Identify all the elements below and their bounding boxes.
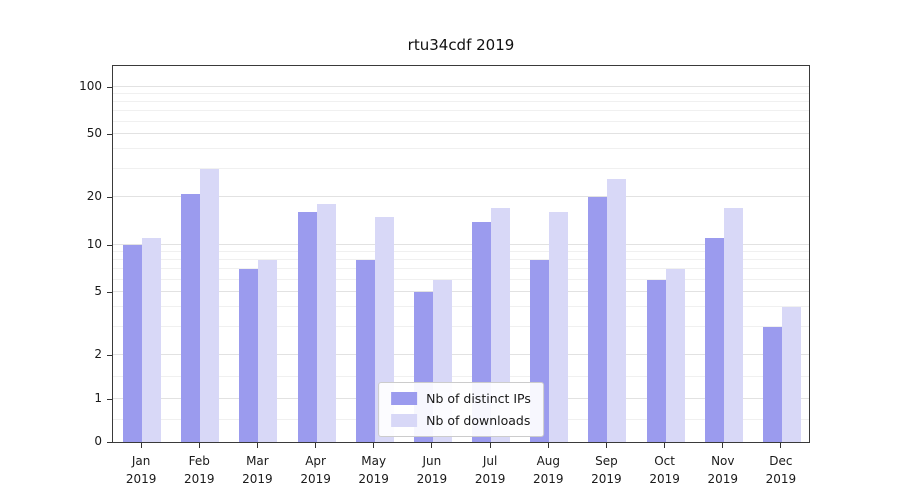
bar — [704, 238, 724, 442]
bars-layer — [113, 66, 809, 442]
bar — [762, 327, 782, 442]
y-tick-label: 5 — [94, 284, 102, 299]
bar — [142, 238, 162, 442]
major-gridline — [113, 133, 809, 135]
minor-gridline — [113, 375, 809, 377]
minor-gridline — [113, 306, 809, 308]
major-gridline — [113, 85, 809, 87]
bar — [781, 307, 801, 442]
x-tickmark — [722, 443, 724, 448]
bar — [588, 197, 608, 442]
minor-gridline — [113, 92, 809, 94]
x-tick-label: Dec 2019 — [765, 454, 797, 486]
bar — [258, 259, 278, 442]
legend-label-downloads: Nb of downloads — [426, 413, 531, 428]
chart-title: rtu34cdf 2019 — [407, 36, 515, 54]
y-tick-label: 50 — [86, 126, 102, 141]
y-tickmark — [107, 134, 112, 136]
major-gridline — [113, 291, 809, 293]
x-tick-label: Mar 2019 — [242, 454, 273, 486]
y-tickmark — [107, 442, 112, 443]
y-tick-label: 100 — [79, 78, 102, 93]
x-tick-label: May 2019 — [358, 454, 389, 486]
y-tickmark — [107, 197, 112, 198]
x-tick-label: Apr 2019 — [300, 454, 331, 486]
x-tickmark — [256, 443, 258, 448]
y-tick-label: 1 — [94, 390, 102, 405]
major-gridline — [113, 354, 809, 355]
minor-gridline — [113, 148, 809, 150]
y-tickmark — [107, 355, 112, 356]
x-tick-label: Jun 2019 — [416, 454, 448, 486]
legend-swatch-downloads — [391, 414, 418, 427]
x-tickmark — [780, 443, 782, 448]
legend-entry-downloads: Nb of downloads — [391, 413, 531, 428]
x-tickmark — [315, 443, 317, 448]
minor-gridline — [113, 110, 809, 111]
y-tick-label: 10 — [86, 236, 102, 251]
plot-area: Nb of distinct IPs Nb of downloads — [112, 65, 810, 443]
x-tick-label: Aug 2019 — [533, 454, 564, 486]
bar — [646, 279, 666, 442]
legend-swatch-distinct-ips — [391, 392, 418, 405]
bar — [665, 269, 685, 442]
bar — [181, 193, 201, 442]
x-tick-label: Jul 2019 — [474, 454, 506, 486]
y-tick-label: 2 — [94, 347, 102, 361]
minor-gridline — [113, 326, 809, 328]
minor-gridline — [113, 250, 809, 252]
bar — [200, 169, 220, 442]
major-gridline — [113, 243, 809, 245]
minor-gridline — [113, 120, 809, 122]
x-tickmark — [547, 443, 549, 448]
minor-gridline — [113, 278, 809, 280]
major-gridline — [113, 196, 809, 197]
y-tickmark — [107, 292, 112, 294]
minor-gridline — [113, 258, 809, 260]
x-tickmark — [605, 443, 607, 448]
legend-entry-distinct-ips: Nb of distinct IPs — [391, 391, 531, 406]
x-tick-label: Oct 2019 — [649, 454, 680, 486]
bar — [355, 259, 375, 442]
y-tick-label: 20 — [86, 189, 102, 203]
x-tick-label: Sep 2019 — [591, 454, 622, 486]
bar — [123, 244, 143, 442]
x-tick-label: Nov 2019 — [707, 454, 739, 486]
bar — [723, 208, 743, 442]
gridlines-layer — [113, 66, 809, 442]
x-tick-label: Jan 2019 — [125, 454, 157, 486]
x-tickmark — [431, 443, 433, 448]
x-tickmark — [140, 443, 142, 448]
legend-label-distinct-ips: Nb of distinct IPs — [426, 391, 531, 406]
bar — [297, 212, 317, 442]
y-tickmark — [107, 244, 112, 246]
minor-gridline — [113, 268, 809, 269]
x-tickmark — [198, 443, 200, 448]
bar — [607, 179, 627, 442]
y-tick-label: 0 — [94, 434, 102, 448]
bar — [316, 204, 336, 442]
minor-gridline — [113, 100, 809, 102]
y-tickmark — [107, 86, 112, 88]
x-tickmark — [489, 443, 491, 448]
bar — [549, 212, 569, 442]
x-tickmark — [373, 443, 375, 448]
x-tickmark — [664, 443, 666, 448]
y-tickmark — [107, 398, 112, 400]
minor-gridline — [113, 168, 809, 170]
bar — [239, 269, 259, 442]
x-tick-label: Feb 2019 — [184, 454, 215, 486]
legend: Nb of distinct IPs Nb of downloads — [378, 382, 544, 437]
